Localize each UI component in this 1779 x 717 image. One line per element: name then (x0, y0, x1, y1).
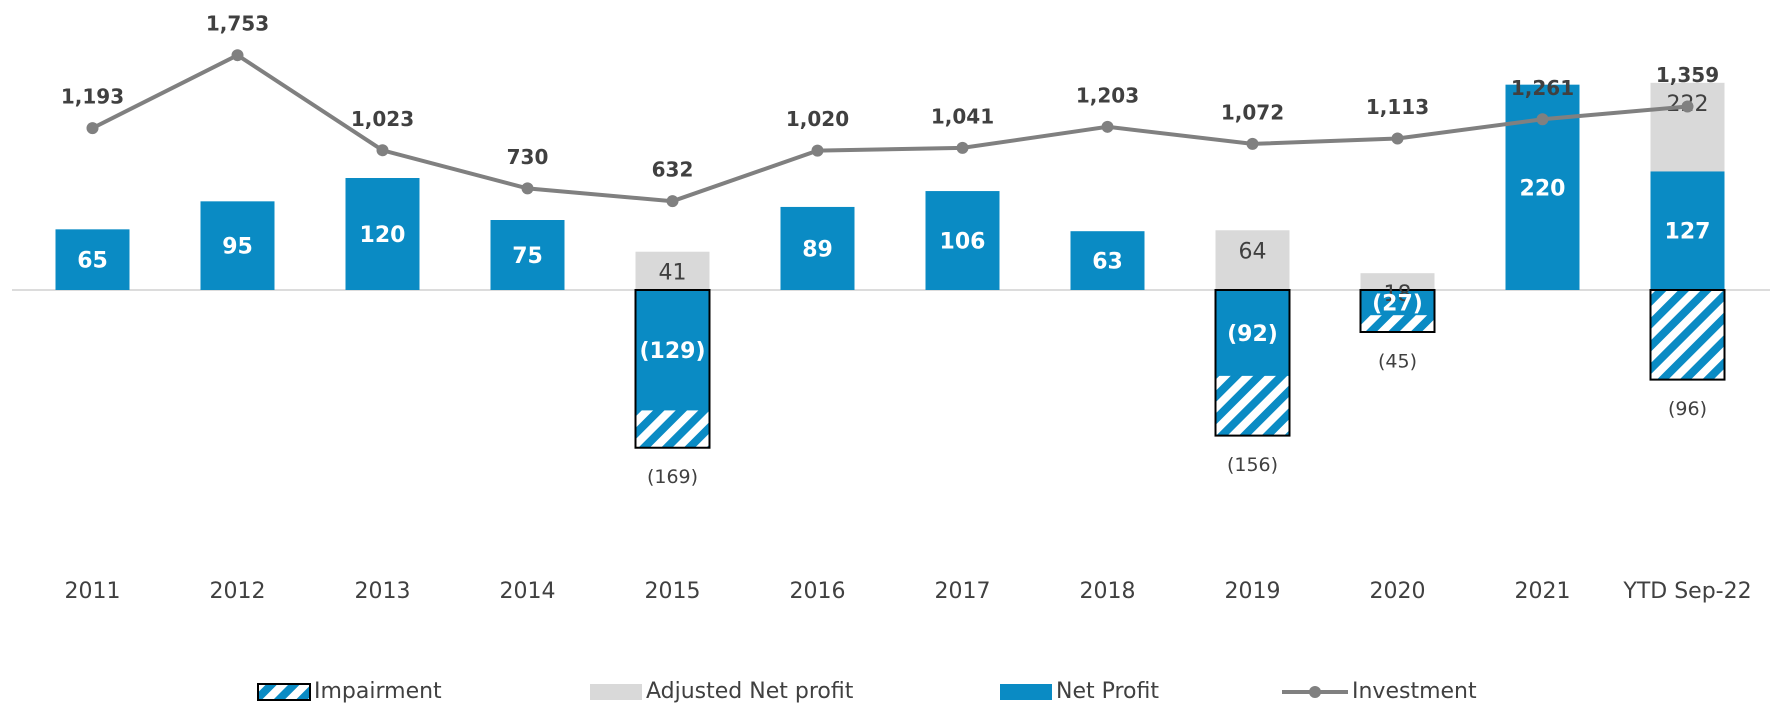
legend-label: Net Profit (1056, 679, 1159, 704)
x-tick-label: 2019 (1225, 579, 1281, 604)
line-marker (231, 49, 244, 62)
impairment-outline (1359, 289, 1436, 333)
bar-label: 89 (802, 237, 833, 262)
impairment-label: (156) (1227, 454, 1278, 476)
bar (55, 229, 130, 290)
line-label: 1,072 (1221, 100, 1284, 124)
line-label: 1,041 (931, 104, 994, 128)
line-label: 730 (507, 145, 549, 169)
adjusted-label: 41 (659, 261, 687, 286)
legend-swatch (1309, 686, 1321, 698)
line-label: 632 (652, 158, 694, 182)
bar (1215, 290, 1290, 376)
bar (200, 201, 275, 290)
x-tick-label: 2018 (1080, 579, 1136, 604)
bar-label: 63 (1092, 250, 1123, 275)
bar-label: 106 (940, 230, 986, 255)
line-label: 1,753 (206, 12, 269, 36)
line (91, 52, 1688, 204)
line-marker (1391, 132, 1404, 145)
bar (635, 251, 710, 290)
x-tick-label: 2015 (645, 579, 701, 604)
legend-swatch (257, 683, 311, 701)
bar-label: 120 (360, 223, 406, 248)
line-label: 1,020 (786, 107, 849, 131)
line-label: 1,261 (1511, 76, 1574, 100)
bar (1360, 290, 1435, 316)
line-label: 1,193 (61, 85, 124, 109)
bar (490, 220, 565, 290)
legend-label: Impairment (314, 679, 442, 704)
bar-label: 220 (1520, 176, 1566, 201)
line-marker (1101, 120, 1114, 133)
bar-label: 75 (512, 244, 543, 269)
bar (1070, 231, 1145, 290)
line-marker (1536, 113, 1549, 126)
line-marker (86, 122, 99, 135)
impairment-label: (169) (647, 466, 698, 488)
impairment-label: (45) (1378, 351, 1417, 373)
x-tick-label: 2014 (500, 579, 556, 604)
bar-label: 127 (1665, 220, 1711, 245)
impairment-outline (1649, 289, 1726, 381)
line-marker (956, 141, 969, 154)
bar (780, 206, 855, 290)
legend-swatch (1000, 684, 1052, 700)
bar (1215, 230, 1290, 290)
impairment-bar (1650, 290, 1725, 380)
legend-label: Adjusted Net profit (646, 679, 854, 704)
x-tick-label: 2016 (790, 579, 846, 604)
bar-label: 95 (222, 235, 253, 260)
x-tick-label: 2021 (1515, 579, 1571, 604)
line-label: 1,023 (351, 107, 414, 131)
bar (925, 191, 1000, 290)
impairment-outline (1214, 289, 1291, 437)
x-tick-label: 2013 (355, 579, 411, 604)
x-tick-label: 2011 (65, 579, 121, 604)
bar (1360, 273, 1435, 290)
bar-label: (92) (1227, 322, 1278, 347)
line-marker (376, 144, 389, 157)
line-label: 1,203 (1076, 83, 1139, 107)
x-tick-label: 2012 (210, 579, 266, 604)
bar-label: (27) (1372, 292, 1423, 317)
bar-label: (129) (639, 339, 705, 364)
bar (345, 178, 420, 290)
line-marker (1681, 100, 1694, 113)
adjusted-label: 64 (1239, 239, 1267, 264)
line-label: 1,113 (1366, 95, 1429, 119)
line-marker (666, 195, 679, 208)
impairment-label: (96) (1668, 398, 1707, 420)
bar-label: 65 (77, 249, 108, 274)
x-tick-label: 2017 (935, 579, 991, 604)
bar (635, 290, 710, 411)
x-tick-label: YTD Sep-22 (1622, 579, 1751, 604)
line-marker (811, 144, 824, 157)
legend-label: Investment (1352, 679, 1477, 704)
adjusted-label: 18 (1384, 282, 1412, 307)
line-label: 1,359 (1656, 63, 1719, 87)
line-marker (1246, 137, 1259, 150)
x-tick-label: 2020 (1370, 579, 1426, 604)
impairment-outline (634, 289, 711, 449)
line-marker (521, 182, 534, 195)
bar (1650, 171, 1725, 290)
legend-swatch (590, 684, 642, 700)
